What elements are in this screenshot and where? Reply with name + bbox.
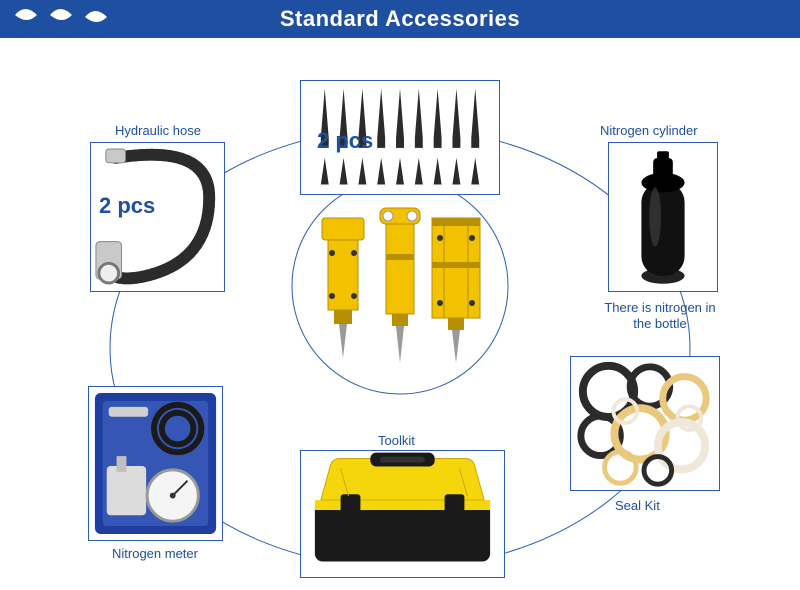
card-nitrogen-cylinder [608,142,718,292]
label-seal-kit: Seal Kit [615,498,660,514]
card-hydraulic-hose: 2 pcs [90,142,225,292]
page-title: Standard Accessories [280,6,520,32]
chisel-qty-badge: 2 pcs [317,128,373,154]
diagram-stage: 2 pcs Hydraulic hose 2 pcs Nitrogen cyli… [0,38,800,590]
card-seal-kit [570,356,720,491]
note-nitrogen-cylinder: There is nitrogen in the bottle [600,300,720,331]
header-bar: Standard Accessories [0,0,800,38]
nitrogen-meter-icon [89,386,222,541]
hose-qty-badge: 2 pcs [99,193,155,219]
label-nitrogen-cylinder: Nitrogen cylinder [600,123,698,139]
label-hydraulic-hose: Hydraulic hose [115,123,201,139]
label-nitrogen-meter: Nitrogen meter [112,546,198,562]
card-chisels: 2 pcs [300,80,500,195]
seal-kit-icon [571,356,719,491]
card-nitrogen-meter [88,386,223,541]
card-toolkit [300,450,505,578]
nitrogen-cylinder-icon [609,142,717,292]
label-toolkit: Toolkit [378,433,415,449]
center-breakers [292,178,508,394]
hydraulic-breaker-icon [292,178,508,394]
toolkit-icon [301,450,504,578]
